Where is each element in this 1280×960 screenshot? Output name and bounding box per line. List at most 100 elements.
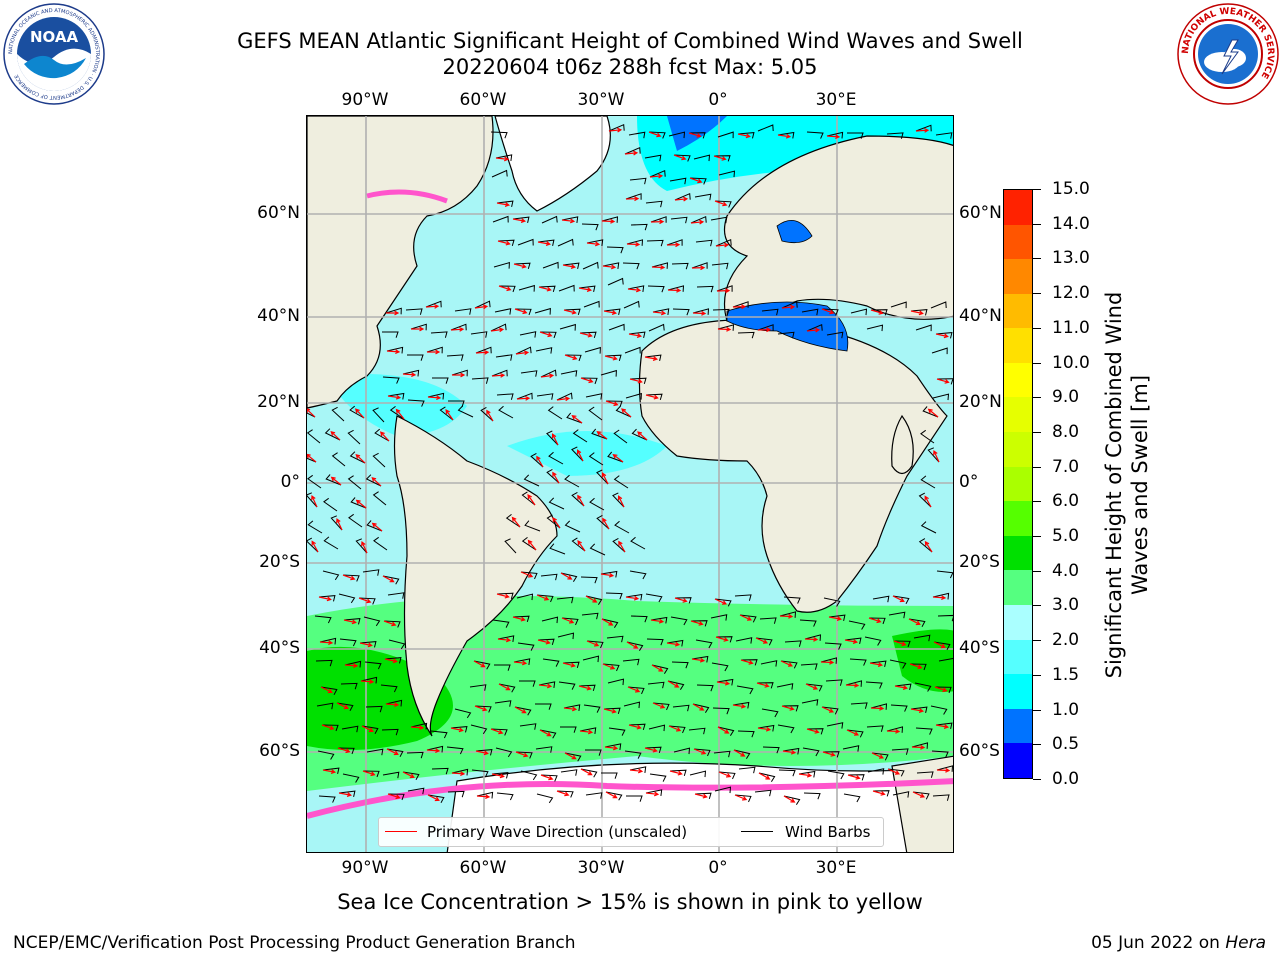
colorbar-segment — [1004, 708, 1032, 744]
wind-barb — [498, 683, 516, 693]
wind-barb — [373, 536, 388, 551]
wind-barb — [355, 538, 368, 554]
wave-direction-arrow — [580, 768, 593, 776]
wind-barb — [625, 193, 642, 200]
wind-barb — [601, 216, 619, 223]
wind-barb — [517, 238, 534, 246]
wave-direction-arrow — [491, 773, 505, 779]
wind-barb — [783, 795, 801, 805]
wave-direction-arrow — [644, 747, 658, 753]
wind-barb — [762, 746, 780, 754]
wave-direction-arrow — [798, 772, 813, 778]
wave-direction-arrow — [359, 642, 373, 648]
wind-barb — [622, 262, 640, 270]
wind-barb — [596, 514, 610, 530]
wind-barb — [714, 200, 732, 208]
wave-direction-legend-line — [385, 831, 417, 832]
wind-barb — [628, 723, 646, 731]
wind-barb — [629, 570, 647, 580]
wind-barb — [629, 377, 647, 385]
wave-direction-arrow — [739, 614, 753, 621]
colorbar-tick-label: 0.0 — [1052, 769, 1080, 789]
wave-direction-arrow — [689, 177, 703, 184]
wave-direction-arrow — [445, 409, 454, 421]
wind-barb — [562, 262, 580, 270]
wind-barb — [647, 681, 665, 689]
wave-direction-arrow — [732, 703, 747, 709]
wind-barb — [710, 216, 728, 224]
wind-barb — [606, 246, 624, 254]
wave-direction-arrow — [757, 726, 772, 732]
wind-barb — [910, 309, 928, 316]
wind-barb — [557, 238, 574, 247]
wave-direction-arrow — [511, 516, 521, 528]
wind-barb — [515, 751, 533, 759]
wind-barb — [457, 405, 474, 418]
wave-direction-arrow — [307, 408, 316, 418]
wind-barb — [761, 308, 779, 316]
wave-direction-arrow — [894, 685, 909, 690]
wind-barb — [321, 724, 339, 732]
wind-barb — [629, 177, 647, 185]
colorbar-tick-mark — [1033, 431, 1041, 433]
wave-direction-arrow — [580, 377, 594, 384]
wind-barb — [629, 766, 647, 773]
wind-barb — [669, 177, 687, 185]
wind-barb — [563, 704, 581, 711]
wind-barb — [645, 393, 663, 401]
wind-barb — [546, 468, 560, 484]
wind-barb — [430, 730, 448, 739]
wind-barb — [498, 405, 514, 419]
wind-barb — [649, 169, 666, 178]
wave-direction-arrow — [621, 408, 632, 418]
wind-barb — [512, 216, 530, 224]
wind-barb — [450, 726, 468, 733]
map-panel — [306, 115, 954, 853]
wave-direction-arrow — [779, 613, 794, 619]
wind-barb — [649, 773, 667, 782]
inland-seas — [726, 219, 849, 352]
wind-barb — [757, 324, 774, 331]
wind-barb — [672, 308, 690, 316]
wave-direction-arrow — [667, 680, 680, 688]
wind-barb — [602, 262, 620, 269]
wind-barb — [541, 215, 558, 224]
wave-direction-arrow — [628, 333, 643, 338]
wind-barb — [732, 701, 750, 709]
wind-barb — [713, 155, 731, 162]
wind-barb — [915, 324, 932, 332]
wind-barb — [566, 412, 583, 424]
wave-direction-arrow — [605, 791, 618, 799]
colorbar-tick-mark — [1033, 570, 1041, 572]
wind-barb — [760, 660, 778, 667]
y-tick-right-40n: 40°N — [959, 306, 1002, 326]
wave-direction-arrow — [497, 240, 511, 246]
wind-barb — [711, 262, 729, 270]
wind-barb — [490, 131, 508, 139]
wind-barb — [821, 308, 839, 316]
wave-direction-arrow — [915, 127, 930, 133]
wind-barb — [316, 702, 334, 710]
wind-barb — [920, 521, 937, 534]
wind-barb — [402, 771, 420, 781]
wind-barb — [648, 131, 666, 139]
wave-direction-arrow — [737, 133, 751, 139]
wind-barb — [540, 774, 558, 782]
wind-barb — [826, 722, 844, 729]
wind-barb — [475, 346, 492, 354]
wave-direction-arrow — [385, 702, 400, 708]
wind-barb — [360, 676, 378, 684]
wind-barb — [557, 632, 575, 640]
wind-barb — [410, 323, 427, 331]
wind-barb — [628, 131, 646, 139]
wind-barb — [892, 791, 910, 798]
wave-direction-arrow — [362, 770, 376, 777]
colorbar-tick-label: 1.5 — [1052, 664, 1080, 685]
footer-host: Hera — [1225, 933, 1266, 953]
colorbar-tick-mark — [1033, 674, 1041, 676]
x-tick-bottom-30e: 30°E — [815, 858, 857, 878]
wind-barb — [426, 745, 444, 753]
wave-direction-arrow — [602, 264, 617, 270]
wind-barb — [430, 331, 448, 338]
wind-barb — [936, 570, 953, 579]
